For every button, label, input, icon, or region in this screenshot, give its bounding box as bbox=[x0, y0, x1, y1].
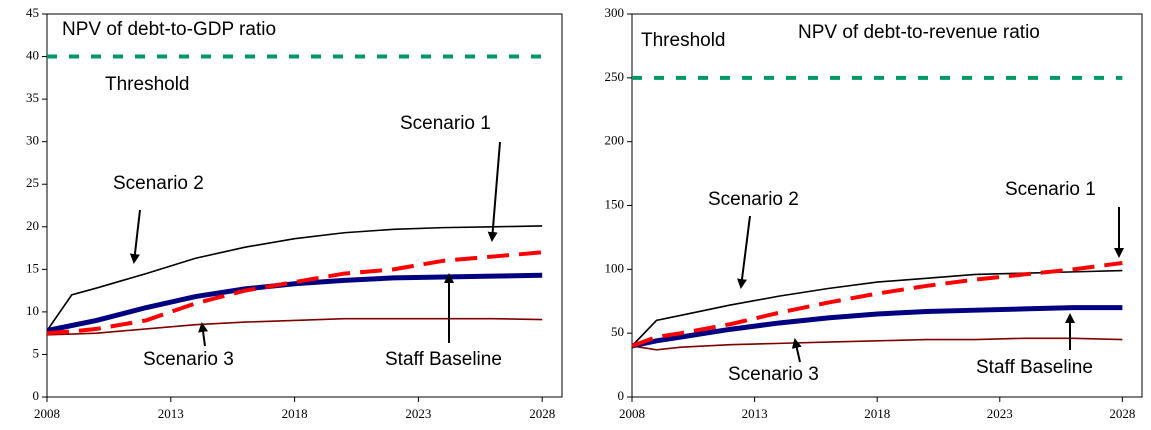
plot-frame bbox=[46, 13, 563, 398]
series-line bbox=[631, 337, 1123, 351]
x-tick-label: 2023 bbox=[987, 406, 1013, 421]
x-tick-label: 2013 bbox=[158, 406, 184, 421]
y-tick-label: 30 bbox=[26, 133, 39, 148]
y-tick-label: 40 bbox=[26, 48, 39, 63]
series-label: Threshold bbox=[641, 30, 726, 51]
y-tick-label: 15 bbox=[26, 260, 39, 275]
x-tick-label: 2008 bbox=[619, 406, 645, 421]
y-tick-label: 100 bbox=[605, 260, 625, 275]
y-tick-label: 10 bbox=[26, 303, 39, 318]
chart-title: NPV of debt-to-GDP ratio bbox=[62, 19, 276, 40]
series-label: Scenario 2 bbox=[113, 173, 204, 194]
series-line bbox=[631, 260, 1123, 348]
y-tick-label: 0 bbox=[33, 388, 40, 403]
series-line bbox=[46, 272, 543, 334]
y-tick-label: 20 bbox=[26, 218, 39, 233]
y-tick-label: 50 bbox=[611, 324, 624, 339]
arrow bbox=[791, 338, 802, 363]
y-tick-label: 35 bbox=[26, 90, 39, 105]
series-label: Scenario 1 bbox=[1005, 179, 1096, 200]
y-tick-label: 300 bbox=[605, 5, 625, 20]
series-label: Staff Baseline bbox=[385, 349, 502, 370]
x-tick-label: 2028 bbox=[529, 406, 555, 421]
y-tick-label: 250 bbox=[605, 69, 625, 84]
y-tick-label: 45 bbox=[26, 5, 39, 20]
chart-title: NPV of debt-to-revenue ratio bbox=[798, 22, 1040, 43]
x-tick-label: 2008 bbox=[34, 406, 60, 421]
y-tick-label: 200 bbox=[605, 133, 625, 148]
x-tick-label: 2013 bbox=[742, 406, 768, 421]
series-line bbox=[46, 250, 543, 336]
series-label: Scenario 1 bbox=[400, 113, 491, 134]
y-tick-label: 150 bbox=[605, 196, 625, 211]
series-line bbox=[631, 269, 1123, 347]
x-tick-label: 2023 bbox=[405, 406, 431, 421]
series-label: Threshold bbox=[105, 74, 190, 95]
series-label: Staff Baseline bbox=[976, 357, 1093, 378]
y-tick-label: 0 bbox=[618, 388, 625, 403]
series-line bbox=[631, 305, 1123, 349]
series-label: Scenario 2 bbox=[708, 189, 799, 210]
y-tick-label: 5 bbox=[33, 345, 40, 360]
x-tick-label: 2028 bbox=[1109, 406, 1135, 421]
arrow bbox=[198, 322, 209, 347]
series-line bbox=[46, 317, 543, 336]
series-label: Scenario 3 bbox=[728, 364, 819, 385]
y-tick-label: 25 bbox=[26, 175, 39, 190]
arrow bbox=[129, 209, 141, 264]
x-tick-label: 2018 bbox=[282, 406, 308, 421]
series-line bbox=[46, 225, 543, 332]
x-tick-label: 2018 bbox=[864, 406, 890, 421]
arrow bbox=[737, 215, 751, 289]
arrow bbox=[487, 141, 501, 242]
series-label: Scenario 3 bbox=[143, 349, 234, 370]
